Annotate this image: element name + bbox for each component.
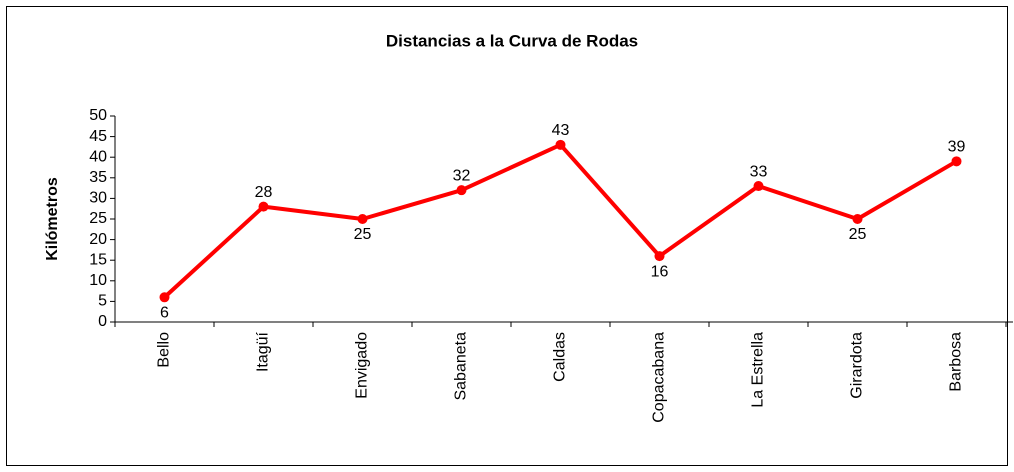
x-tick-label: La Estrella xyxy=(750,332,767,408)
x-tick-label: Sabaneta xyxy=(453,332,470,401)
marker xyxy=(654,251,665,262)
data-label: 25 xyxy=(354,226,372,243)
y-tick-label: 0 xyxy=(98,313,107,330)
x-tick-label: Caldas xyxy=(552,332,569,382)
y-tick-label: 10 xyxy=(89,272,107,289)
y-axis-label: Kilómetros xyxy=(44,177,61,261)
marker xyxy=(753,181,764,192)
y-tick-label: 50 xyxy=(89,107,107,124)
marker xyxy=(159,292,170,303)
x-tick-label: Barbosa xyxy=(948,332,965,392)
marker xyxy=(852,214,863,224)
y-tick-label: 25 xyxy=(89,210,107,227)
data-label: 43 xyxy=(552,122,570,139)
y-tick-label: 40 xyxy=(89,148,107,165)
y-tick-label: 35 xyxy=(89,169,107,186)
marker xyxy=(555,139,566,150)
x-tick-label: Envigado xyxy=(354,332,371,399)
data-label: 32 xyxy=(453,167,471,184)
data-label: 33 xyxy=(750,163,768,180)
x-tick-label: Copacabana xyxy=(651,332,668,423)
y-tick-label: 20 xyxy=(89,231,107,248)
y-tick-label: 30 xyxy=(89,190,107,207)
y-tick-label: 5 xyxy=(98,293,107,310)
chart-title: Distancias a la Curva de Rodas xyxy=(386,31,638,50)
x-tick-label: Bello xyxy=(156,332,173,368)
data-label: 39 xyxy=(948,139,966,156)
data-label: 16 xyxy=(651,263,669,280)
x-tick-label: Girardota xyxy=(849,332,866,399)
y-tick-label: 45 xyxy=(89,128,107,145)
chart-border xyxy=(6,6,1008,466)
data-label: 6 xyxy=(160,304,169,321)
y-tick-label: 15 xyxy=(89,251,107,268)
data-label: 25 xyxy=(849,226,867,243)
marker xyxy=(258,201,269,212)
marker xyxy=(456,185,467,196)
marker xyxy=(951,156,962,167)
marker xyxy=(357,214,368,224)
x-tick-label: Itagüí xyxy=(255,331,272,372)
data-label: 28 xyxy=(255,184,273,201)
